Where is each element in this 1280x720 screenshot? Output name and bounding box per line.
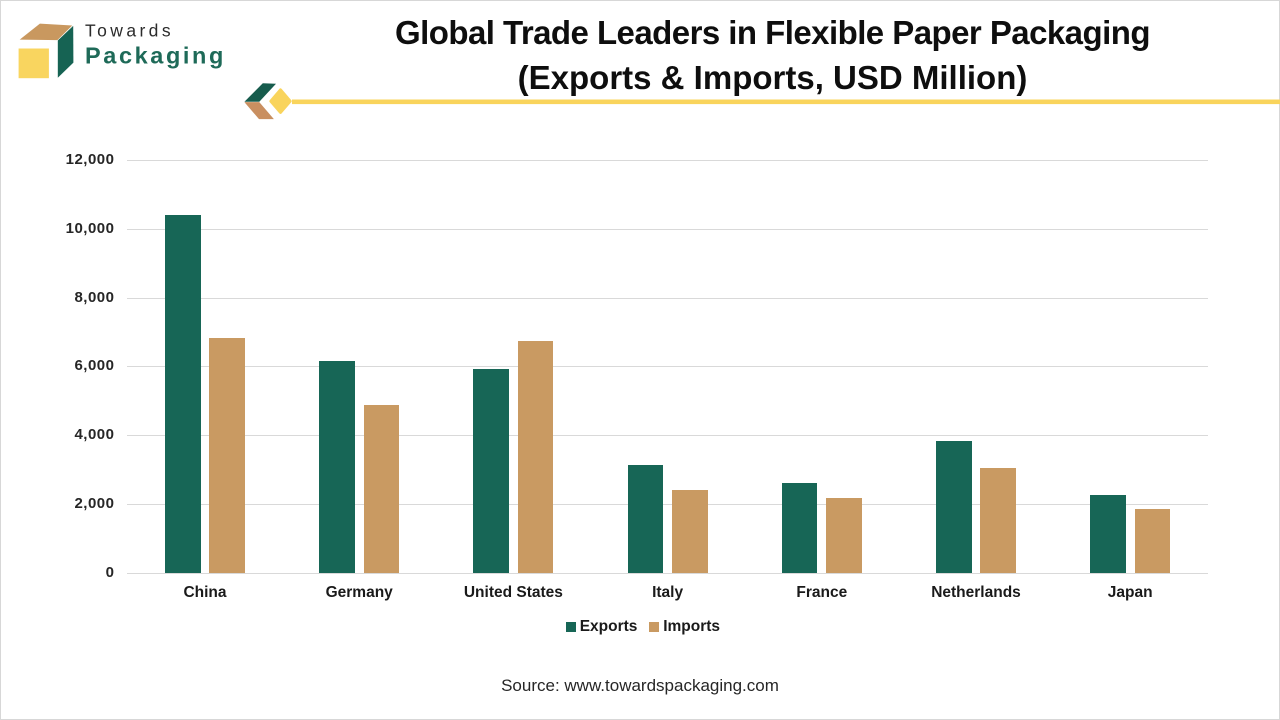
svg-text:Packaging: Packaging	[85, 43, 226, 69]
svg-text:Towards: Towards	[85, 21, 174, 41]
